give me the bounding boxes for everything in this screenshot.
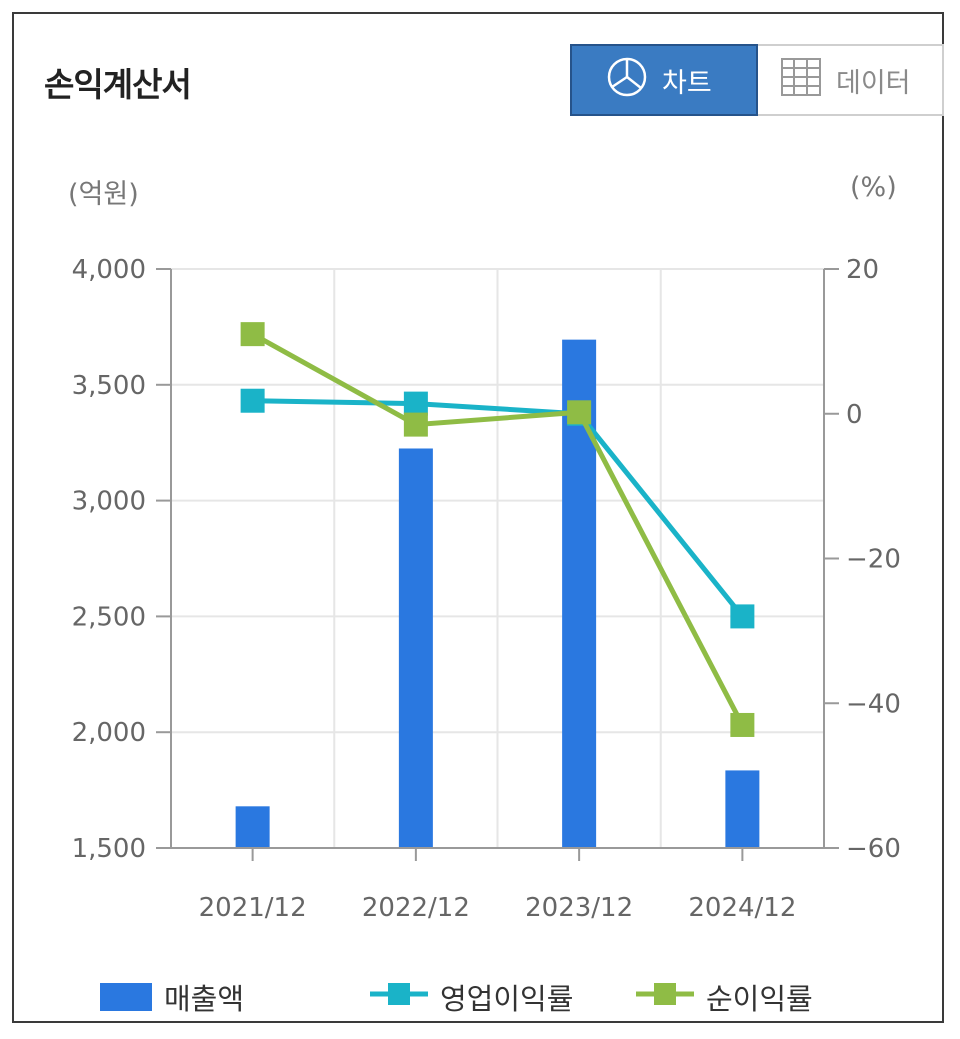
chart-panel: 손익계산서 차트 (12, 12, 944, 1023)
y-tick-label-left: 3,000 (72, 487, 146, 517)
legend-swatch-sales (100, 983, 152, 1011)
y-tick-label-right: −60 (846, 834, 901, 864)
tab-chart[interactable]: 차트 (570, 44, 758, 116)
legend-item-net-margin: 순이익률 (636, 976, 813, 1018)
table-grid-icon (780, 57, 822, 104)
bar-sales (235, 806, 270, 848)
x-tick-label: 2023/12 (525, 893, 633, 923)
line-net-margin (251, 331, 745, 727)
marker-net-margin (240, 322, 265, 347)
x-tick-label: 2021/12 (199, 893, 307, 923)
tab-data[interactable]: 데이터 (758, 44, 944, 116)
legend-item-sales: 매출액 (100, 976, 244, 1018)
legend-label-sales: 매출액 (164, 982, 245, 1016)
view-toggle: 차트 데이터 (570, 44, 944, 116)
legend-label-net-margin: 순이익률 (706, 982, 813, 1016)
panel-title: 손익계산서 (44, 65, 192, 104)
y-tick-label-left: 3,500 (72, 371, 146, 401)
y-tick-label-right: −20 (846, 545, 901, 575)
legend-label-operating-margin: 영업이익률 (440, 982, 574, 1016)
legend-marker-operating-margin (370, 979, 428, 1016)
marker-net-margin (730, 712, 755, 737)
y-tick-label-left: 4,000 (72, 255, 146, 285)
marker-net-margin (403, 412, 428, 437)
bar-sales (398, 448, 433, 848)
legend-marker-net-margin (636, 979, 694, 1016)
marker-operating-margin (730, 604, 755, 629)
x-tick-label: 2022/12 (362, 893, 470, 923)
marker-net-margin (567, 400, 592, 425)
y-tick-label-right: 20 (846, 255, 879, 285)
tab-chart-label: 차트 (662, 67, 712, 99)
left-axis-unit: (억원) (68, 179, 139, 210)
legend-item-operating-margin: 영업이익률 (370, 976, 573, 1018)
y-tick-label-right: 0 (846, 400, 863, 430)
y-tick-label-left: 2,500 (72, 602, 146, 632)
pie-chart-icon (606, 56, 648, 105)
marker-operating-margin (240, 388, 265, 413)
marker-operating-margin (403, 391, 428, 416)
bar-sales (725, 770, 760, 848)
x-tick-label: 2024/12 (688, 893, 796, 923)
tab-data-label: 데이터 (836, 67, 911, 99)
combo-chart: 4,000 3,500 3,000 2,500 2,000 1,500 20 0 −20 −40 −… (72, 255, 901, 923)
y-tick-label-right: −40 (846, 689, 901, 719)
right-axis-unit: (%) (850, 172, 897, 203)
y-tick-label-left: 1,500 (72, 834, 146, 864)
line-operating-margin (252, 398, 745, 618)
y-tick-label-left: 2,000 (72, 718, 146, 748)
